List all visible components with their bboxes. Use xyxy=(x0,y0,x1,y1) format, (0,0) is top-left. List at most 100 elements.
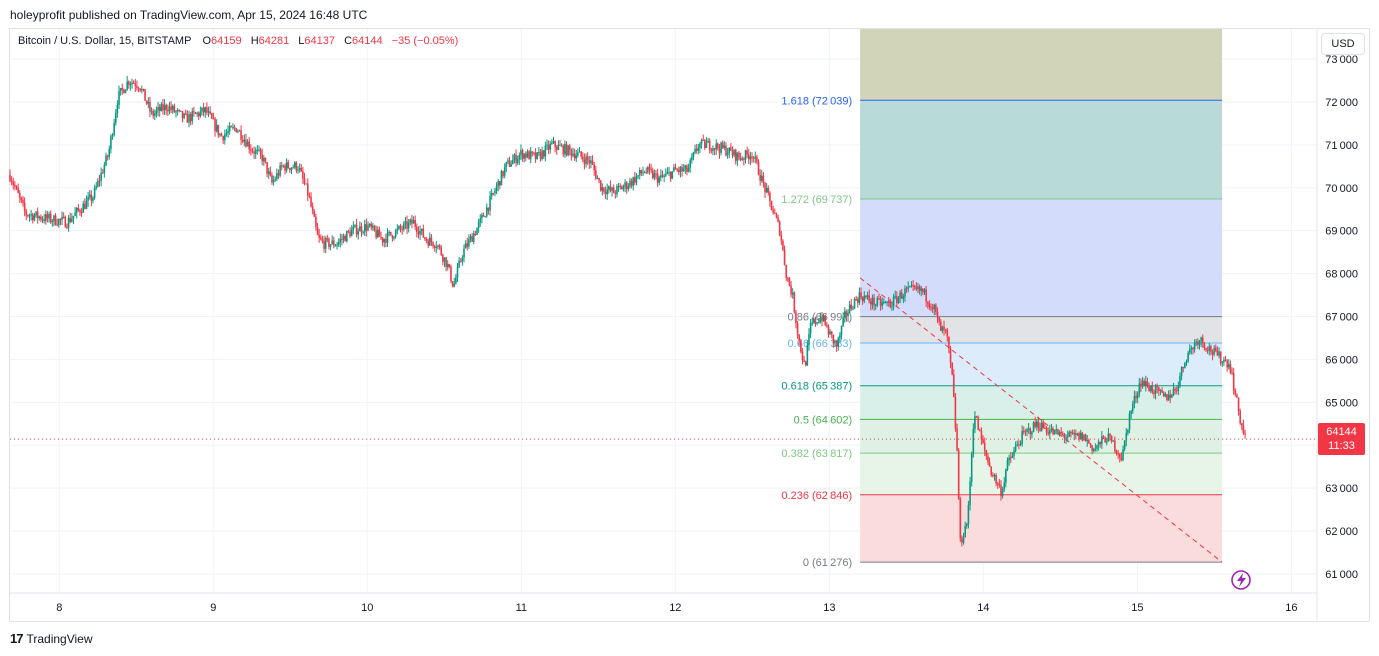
candle-body xyxy=(323,240,325,249)
candle-body xyxy=(246,141,249,147)
candle-body xyxy=(1035,421,1038,427)
candle-body xyxy=(578,151,581,153)
candle-body xyxy=(778,221,781,235)
candle-body xyxy=(660,175,662,178)
candle-body xyxy=(822,315,825,321)
candle-body xyxy=(1141,380,1144,387)
tradingview-logo[interactable]: 17 TradingView xyxy=(10,631,93,646)
price-tick-label: 69 000 xyxy=(1325,226,1358,238)
candle-body xyxy=(98,180,101,182)
candle-body xyxy=(266,162,268,174)
candle-body xyxy=(219,133,221,136)
candle-body xyxy=(75,208,78,213)
candle-body xyxy=(1171,395,1173,398)
candle-body xyxy=(253,151,255,154)
candle-body xyxy=(194,112,197,114)
candle-body xyxy=(176,109,179,112)
candle-body xyxy=(95,186,98,188)
time-tick-label: 10 xyxy=(361,602,373,614)
candle-body xyxy=(407,222,410,229)
candle-body xyxy=(863,295,866,302)
candle-body xyxy=(910,285,913,287)
candle-body xyxy=(357,231,360,235)
candle-body xyxy=(1071,432,1074,435)
candle-body xyxy=(682,169,685,172)
candle-body xyxy=(424,237,426,240)
fib-band xyxy=(860,453,1223,495)
fibonacci-retracement: 1.618 (72 039) 1.272 (69 737) 0.86 (66 997… xyxy=(781,29,1223,569)
candle-body xyxy=(258,149,260,151)
candle-body xyxy=(453,283,456,287)
candle-body xyxy=(783,249,786,265)
candle-body xyxy=(736,152,739,161)
candle-body xyxy=(215,124,218,132)
candle-body xyxy=(1014,446,1017,451)
candle-body xyxy=(912,285,914,287)
candle-body xyxy=(1149,385,1152,391)
price-tick-label: 73 000 xyxy=(1325,54,1358,66)
symbol-title[interactable]: Bitcoin / U.S. Dollar, 15, BITSTAMP xyxy=(18,35,192,47)
candle-body xyxy=(1019,443,1022,445)
candle-body xyxy=(494,191,496,194)
candle-body xyxy=(1229,364,1232,373)
low-label: L xyxy=(298,35,305,47)
candle-body xyxy=(1088,439,1090,444)
candle-body xyxy=(443,257,446,262)
candle-body xyxy=(193,111,195,113)
candle-body xyxy=(202,107,205,113)
candle-body xyxy=(782,240,784,250)
chart-frame xyxy=(9,28,1370,622)
candle-body xyxy=(1146,381,1149,387)
candle-body xyxy=(188,114,190,123)
candle-body xyxy=(1120,457,1123,461)
candle-body xyxy=(341,238,343,240)
fib-band xyxy=(860,342,1223,386)
candle-body xyxy=(808,333,810,345)
candle-body xyxy=(946,329,949,337)
candle-body xyxy=(840,325,843,336)
candle-body xyxy=(396,228,399,231)
candle-body xyxy=(975,416,978,418)
candle-body xyxy=(726,153,729,156)
candle-body xyxy=(430,237,433,243)
candle-body xyxy=(1068,431,1071,437)
fib-level-label: 0.236 (62 846) xyxy=(781,490,852,502)
candle-body xyxy=(568,145,571,150)
candle-body xyxy=(606,189,608,195)
candle-body xyxy=(17,187,19,193)
candle-body xyxy=(677,169,680,173)
candle-body xyxy=(858,292,861,303)
candle-body xyxy=(1005,469,1007,483)
candle-body xyxy=(1092,449,1095,451)
candles xyxy=(9,75,1246,547)
candle-body xyxy=(1052,429,1054,435)
candle-body xyxy=(980,431,983,440)
candle-body xyxy=(285,162,288,171)
alert-lightning-icon[interactable] xyxy=(1231,570,1251,590)
candle-body xyxy=(280,165,283,167)
candle-body xyxy=(1060,432,1062,434)
candle-body xyxy=(913,285,916,288)
candle-body xyxy=(471,236,473,242)
candle-body xyxy=(1206,349,1209,351)
time-tick-label: 15 xyxy=(1131,602,1143,614)
candle-body xyxy=(85,200,88,209)
price-tick-label: 66 000 xyxy=(1325,354,1358,366)
candle-body xyxy=(889,302,892,307)
candle-body xyxy=(773,212,776,214)
candle-body xyxy=(152,111,154,116)
candle-body xyxy=(972,428,975,454)
candle-body xyxy=(472,233,475,242)
candle-body xyxy=(459,260,462,262)
candle-body xyxy=(692,152,695,158)
candle-body xyxy=(38,216,41,219)
candle-body xyxy=(1236,394,1238,398)
currency-button[interactable]: USD xyxy=(1321,33,1365,55)
candle-body xyxy=(674,167,677,170)
candle-body xyxy=(891,306,893,308)
candle-body xyxy=(468,239,470,247)
candle-body xyxy=(110,136,112,150)
candle-body xyxy=(780,234,783,241)
